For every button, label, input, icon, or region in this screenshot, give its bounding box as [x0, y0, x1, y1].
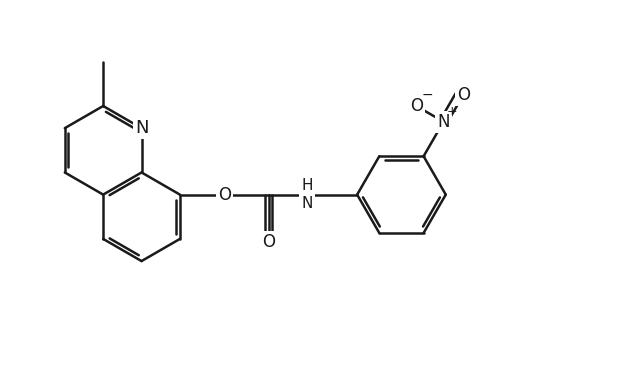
Text: O: O	[218, 186, 230, 203]
Text: O: O	[262, 233, 275, 251]
Text: H
N: H N	[301, 179, 313, 211]
Text: N: N	[135, 119, 148, 137]
Text: N: N	[437, 113, 450, 131]
Text: O: O	[410, 97, 423, 115]
Text: O: O	[458, 86, 470, 104]
Text: +: +	[446, 105, 457, 118]
Text: −: −	[422, 88, 433, 102]
